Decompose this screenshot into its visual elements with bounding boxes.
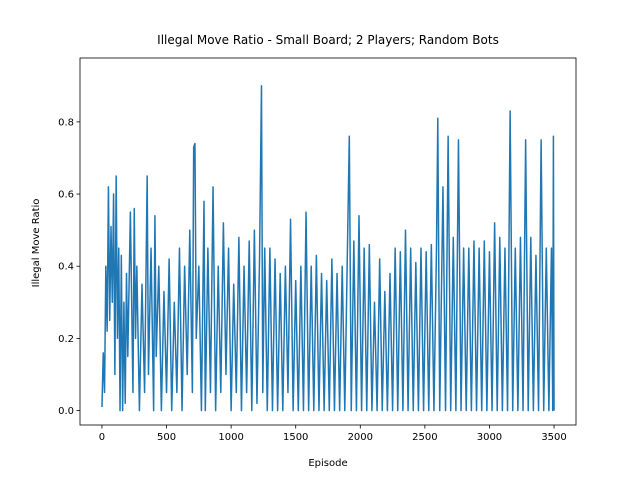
- x-tick-label: 2000: [348, 432, 373, 443]
- chart-title: Illegal Move Ratio - Small Board; 2 Play…: [157, 33, 499, 47]
- y-axis-label: Illegal Move Ratio: [31, 199, 42, 288]
- x-tick-label: 3000: [477, 432, 502, 443]
- x-tick-label: 1000: [218, 432, 243, 443]
- y-tick-label: 0.8: [58, 117, 74, 128]
- x-tick-label: 1500: [283, 432, 308, 443]
- data-line: [101, 85, 555, 412]
- x-tick-label: 2500: [412, 432, 437, 443]
- plot-frame: [79, 57, 577, 426]
- x-tick-label: 500: [157, 432, 176, 443]
- y-tick-label: 0.4: [58, 262, 74, 273]
- y-tick-label: 0.2: [58, 334, 74, 345]
- x-tick-label: 3500: [541, 432, 566, 443]
- x-tick-label: 0: [99, 432, 105, 443]
- y-tick-label: 0.6: [58, 190, 74, 201]
- x-axis-label: Episode: [308, 458, 347, 469]
- y-tick-label: 0.0: [58, 406, 74, 417]
